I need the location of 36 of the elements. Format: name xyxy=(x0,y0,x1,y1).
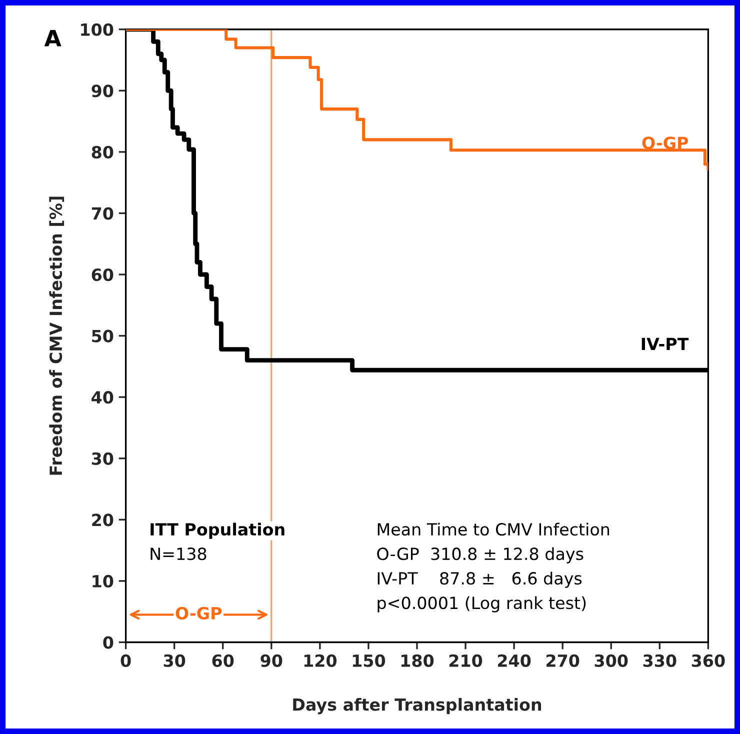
y-tick-label: 100 xyxy=(81,23,114,36)
x-tick-label: 60 xyxy=(212,654,234,667)
y-tick-label: 80 xyxy=(92,146,114,159)
annotation: p<0.0001 (Log rank test) xyxy=(378,596,586,612)
y-tick-label: 60 xyxy=(92,268,114,282)
annotation: O-GP 310.8 ± 12.8 days xyxy=(377,547,584,564)
x-tick-label: 90 xyxy=(260,654,282,667)
x-tick-label: 30 xyxy=(164,654,186,667)
y-tick-label: 0 xyxy=(103,636,114,649)
x-tick-label: 120 xyxy=(304,654,337,667)
series-label: IV-PT xyxy=(642,338,689,350)
series-label: O-GP xyxy=(642,136,688,150)
x-tick-label: 210 xyxy=(449,654,482,667)
y-tick-label: 20 xyxy=(92,514,114,526)
x-tick-label: 330 xyxy=(643,654,676,667)
annotation: Mean Time to CMV Infection xyxy=(378,522,610,536)
annotation: N=138 xyxy=(150,548,206,560)
y-tick-label: 50 xyxy=(92,330,114,342)
x-tick-label: 240 xyxy=(498,654,531,667)
x-tick-label: 180 xyxy=(401,654,434,667)
annotation: O-GP xyxy=(176,606,222,620)
y-tick-label: 30 xyxy=(92,452,114,465)
x-tick-label: 270 xyxy=(546,654,580,667)
y-axis-title: Freedom of CMV Infection [%] xyxy=(49,196,64,475)
y-tick-label: 40 xyxy=(92,391,114,404)
y-tick-label: 70 xyxy=(92,207,114,220)
text: A xyxy=(44,30,62,46)
annotation: IV-PT 87.8 ± 6.6 days xyxy=(378,572,582,588)
x-tick-label: 150 xyxy=(352,654,386,667)
y-tick-label: 90 xyxy=(92,84,114,98)
x-tick-label: 360 xyxy=(692,654,725,667)
y-tick-label: 10 xyxy=(92,574,114,588)
x-axis-title: Days after Transplantation xyxy=(293,698,542,714)
x-tick-label: 0 xyxy=(120,654,131,667)
annotation: ITT Population xyxy=(150,522,284,539)
x-tick-label: 300 xyxy=(594,654,628,667)
